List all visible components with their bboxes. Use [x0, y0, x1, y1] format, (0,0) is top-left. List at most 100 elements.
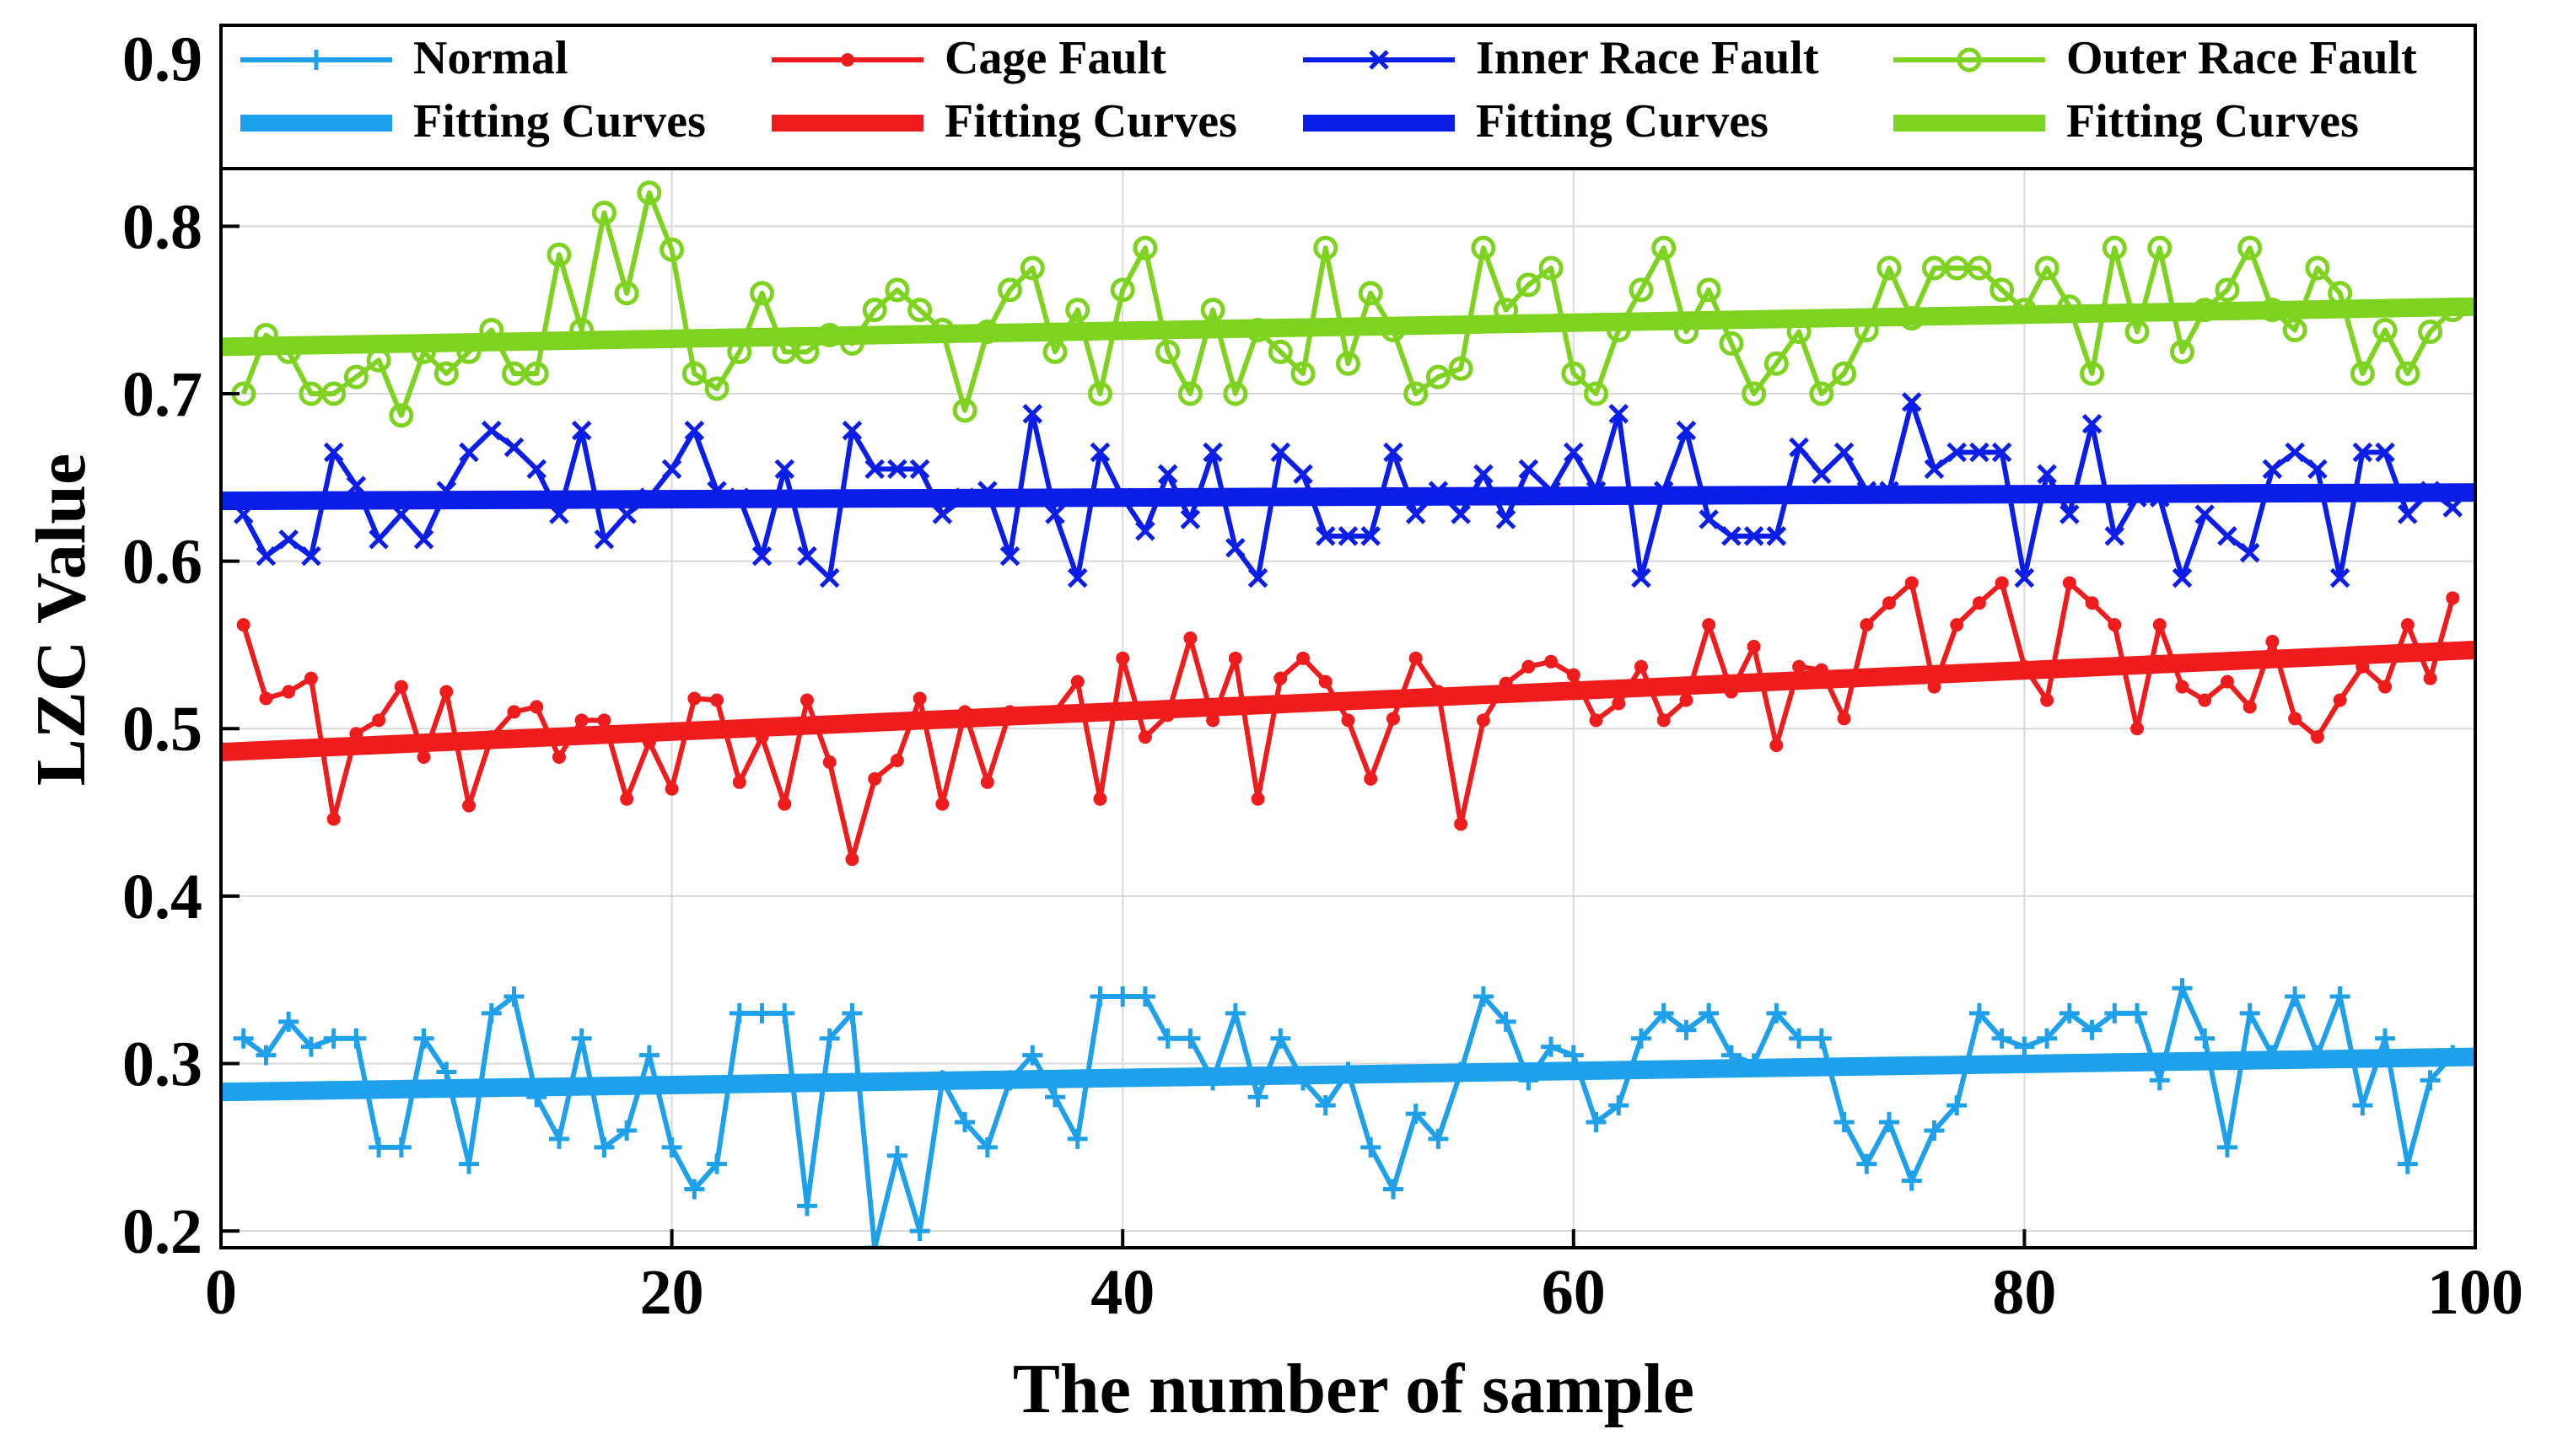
- data-point-normal: [1811, 1028, 1832, 1049]
- data-point-normal: [661, 1136, 682, 1158]
- data-point-normal: [864, 1238, 886, 1248]
- data-point-cage-fault: [732, 775, 746, 789]
- data-point-inner-race-fault: [413, 529, 434, 550]
- data-point-normal: [594, 1136, 615, 1158]
- legend: Normal Cage Fault Inner Race Fault Outer Ra…: [219, 24, 2477, 170]
- data-point-outer-race-fault: [794, 339, 820, 364]
- data-point-inner-race-fault: [1879, 481, 1899, 501]
- data-point-normal: [256, 1045, 277, 1066]
- data-point-outer-race-fault: [1268, 339, 1293, 364]
- data-point-cage-fault: [2152, 618, 2167, 632]
- data-point-normal: [278, 1011, 299, 1032]
- data-point-normal: [1360, 1136, 1381, 1158]
- data-point-normal: [2104, 1002, 2125, 1023]
- y-axis-title: LZC Value: [22, 454, 100, 787]
- data-point-outer-race-fault: [1763, 351, 1789, 376]
- data-point-cage-fault: [2400, 618, 2415, 632]
- y-tick-label: 0.3: [122, 1029, 202, 1100]
- data-point-outer-race-fault: [1809, 381, 1834, 406]
- data-point-cage-fault: [417, 750, 431, 765]
- data-point-cage-fault: [282, 685, 296, 699]
- legend-label: Inner Race Fault: [1476, 32, 1819, 84]
- legend-label: Fitting Curves: [1476, 95, 1769, 148]
- data-point-inner-race-fault: [1721, 526, 1742, 546]
- data-point-inner-race-fault: [864, 459, 885, 480]
- data-point-outer-race-fault: [704, 376, 730, 401]
- data-point-outer-race-fault: [1989, 277, 2015, 303]
- x-axis-title: The number of sample: [1013, 1350, 1694, 1428]
- legend-marker: [1957, 47, 1982, 73]
- data-point-inner-race-fault: [707, 481, 727, 501]
- data-point-inner-race-fault: [1112, 487, 1133, 508]
- data-point-inner-race-fault: [1699, 509, 1719, 529]
- data-point-inner-race-fault: [1653, 481, 1674, 501]
- data-point-normal: [369, 1136, 390, 1158]
- data-point-cage-fault: [822, 755, 837, 769]
- y-tick-label: 0.7: [122, 359, 202, 430]
- data-series: [231, 180, 2465, 1248]
- data-point-cage-fault: [2423, 671, 2437, 685]
- data-point-normal: [1991, 1028, 2012, 1049]
- data-point-cage-fault: [1904, 576, 1919, 590]
- data-point-outer-race-fault: [2011, 298, 2037, 323]
- data-point-inner-race-fault: [639, 487, 660, 508]
- data-point-cage-fault: [2108, 618, 2122, 632]
- data-point-normal: [684, 1179, 705, 1200]
- data-point-normal: [413, 1028, 434, 1049]
- fitting-curve-3: [220, 297, 2476, 357]
- data-point-inner-race-fault: [819, 567, 840, 588]
- data-point-outer-race-fault: [2350, 361, 2375, 386]
- data-point-cage-fault: [2288, 712, 2302, 726]
- data-point-outer-race-fault: [1155, 339, 1181, 364]
- data-point-inner-race-fault: [2285, 442, 2305, 463]
- data-point-outer-race-fault: [2328, 281, 2353, 306]
- data-point-inner-race-fault: [323, 442, 344, 463]
- data-point-normal: [2172, 978, 2193, 999]
- data-point-cage-fault: [958, 705, 972, 719]
- data-point-outer-race-fault: [660, 237, 685, 262]
- data-point-outer-race-fault: [569, 318, 595, 343]
- data-point-cage-fault: [778, 797, 792, 811]
- data-point-cage-fault: [2085, 596, 2099, 610]
- data-point-normal: [1676, 1019, 1697, 1040]
- data-point-inner-race-fault: [2352, 442, 2373, 463]
- data-point-inner-race-fault: [1901, 392, 1922, 412]
- data-point-cage-fault: [1702, 618, 1716, 632]
- data-point-normal: [1495, 1011, 1516, 1032]
- data-point-outer-race-fault: [412, 339, 437, 364]
- data-point-cage-fault: [2242, 700, 2257, 714]
- data-point-outer-race-fault: [1358, 281, 1383, 306]
- data-point-normal: [1968, 1002, 1989, 1023]
- data-point-cage-fault: [2175, 680, 2189, 694]
- y-tick-label: 0.6: [122, 527, 202, 598]
- legend-marker: [841, 53, 854, 67]
- data-point-cage-fault: [1927, 680, 1941, 694]
- data-point-outer-race-fault: [2170, 339, 2195, 364]
- data-point-normal: [1518, 1070, 1539, 1091]
- data-point-inner-race-fault: [571, 420, 592, 441]
- data-point-outer-race-fault: [862, 298, 887, 323]
- data-point-normal: [1653, 1002, 1674, 1023]
- data-point-inner-race-fault: [2014, 567, 2035, 588]
- data-point-cage-fault: [349, 727, 363, 741]
- data-point-inner-race-fault: [1225, 537, 1246, 558]
- data-point-outer-race-fault: [389, 403, 414, 428]
- data-point-cage-fault: [935, 797, 950, 811]
- legend-label: Normal: [413, 32, 568, 84]
- y-tick-label: 0.2: [122, 1196, 202, 1267]
- data-point-normal: [2442, 1045, 2463, 1066]
- data-point-cage-fault: [845, 852, 859, 867]
- data-point-inner-race-fault: [2217, 526, 2237, 546]
- data-point-inner-race-fault: [1180, 509, 1201, 529]
- data-point-inner-race-fault: [1812, 464, 1832, 485]
- data-point-cage-fault: [552, 750, 566, 765]
- data-point-normal: [2285, 986, 2306, 1007]
- data-point-normal: [1766, 1002, 1787, 1023]
- data-point-outer-race-fault: [885, 277, 910, 303]
- data-point-inner-race-fault: [2262, 459, 2283, 480]
- x-tick-label: 40: [1090, 1257, 1155, 1328]
- data-point-outer-race-fault: [1786, 319, 1812, 344]
- data-point-outer-race-fault: [1921, 255, 1946, 281]
- data-point-normal: [2081, 1019, 2102, 1040]
